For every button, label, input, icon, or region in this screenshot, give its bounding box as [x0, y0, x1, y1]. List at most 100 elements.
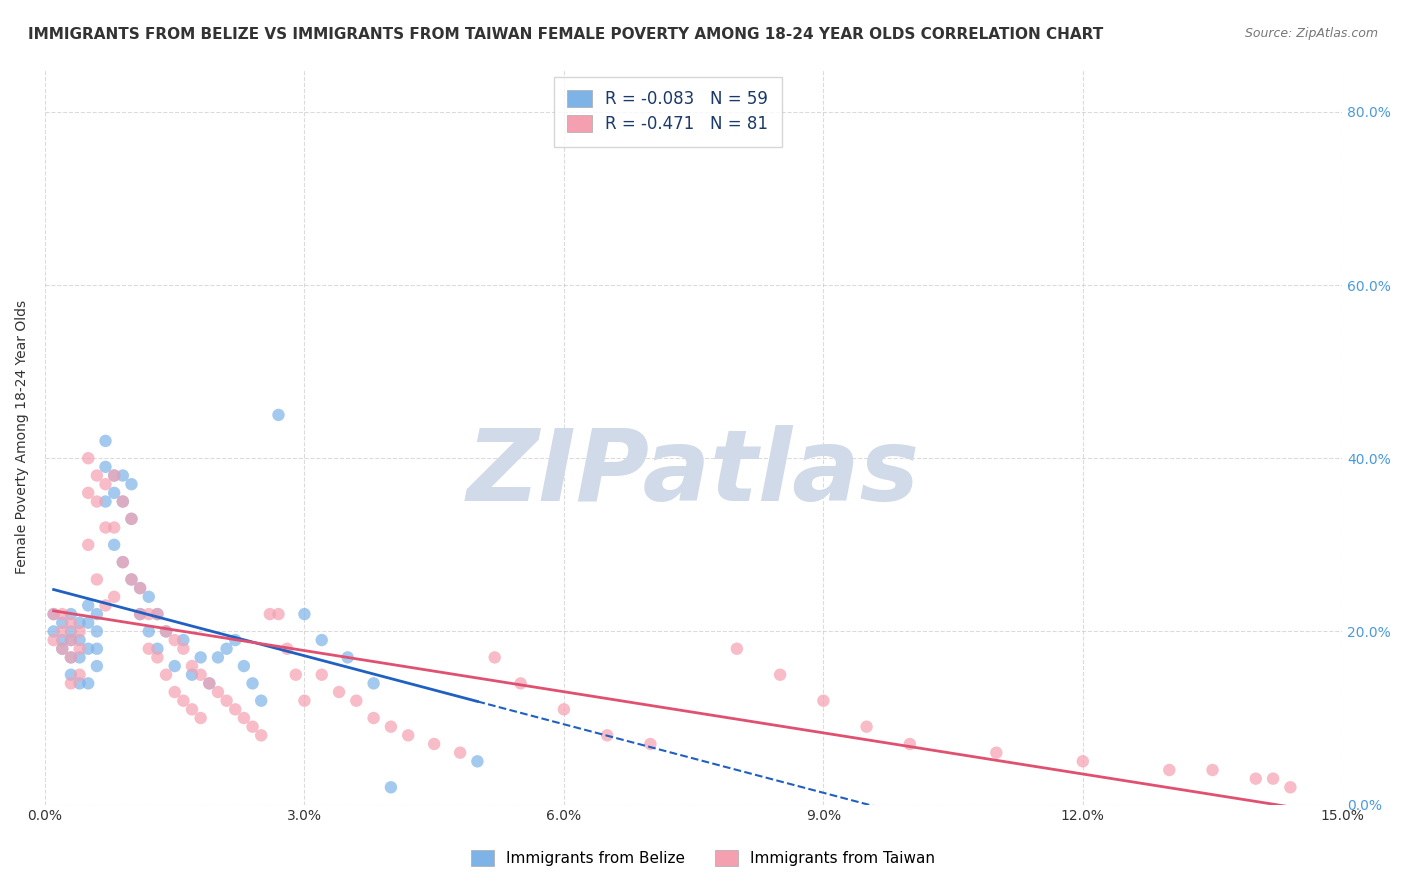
Point — [146, 641, 169, 656]
Point — [59, 607, 82, 621]
Point — [111, 555, 134, 569]
Point — [69, 615, 91, 630]
Point — [172, 694, 194, 708]
Point — [69, 641, 91, 656]
Point — [163, 685, 186, 699]
Point — [111, 494, 134, 508]
Point — [294, 607, 316, 621]
Point — [69, 650, 91, 665]
Point — [363, 711, 385, 725]
Point — [232, 711, 254, 725]
Point — [855, 720, 877, 734]
Point — [120, 573, 142, 587]
Point — [103, 468, 125, 483]
Point — [129, 581, 152, 595]
Point — [1071, 754, 1094, 768]
Point — [336, 650, 359, 665]
Point — [467, 754, 489, 768]
Point — [94, 434, 117, 448]
Point — [484, 650, 506, 665]
Point — [190, 667, 212, 681]
Point — [172, 641, 194, 656]
Text: ZIPatlas: ZIPatlas — [467, 425, 920, 522]
Point — [94, 494, 117, 508]
Point — [77, 615, 100, 630]
Point — [259, 607, 281, 621]
Point — [59, 667, 82, 681]
Point — [215, 641, 238, 656]
Point — [344, 694, 367, 708]
Point — [155, 667, 177, 681]
Point — [1279, 780, 1302, 795]
Point — [120, 512, 142, 526]
Point — [813, 694, 835, 708]
Point — [69, 633, 91, 648]
Point — [423, 737, 446, 751]
Point — [86, 573, 108, 587]
Point — [172, 633, 194, 648]
Legend: R = -0.083   N = 59, R = -0.471   N = 81: R = -0.083 N = 59, R = -0.471 N = 81 — [554, 77, 782, 146]
Point — [198, 676, 221, 690]
Point — [190, 711, 212, 725]
Point — [138, 624, 160, 639]
Point — [86, 624, 108, 639]
Point — [1244, 772, 1267, 786]
Point — [224, 633, 246, 648]
Point — [276, 641, 298, 656]
Point — [103, 520, 125, 534]
Point — [198, 676, 221, 690]
Point — [250, 694, 273, 708]
Point — [77, 451, 100, 466]
Point — [242, 676, 264, 690]
Point — [120, 573, 142, 587]
Point — [146, 650, 169, 665]
Point — [509, 676, 531, 690]
Point — [69, 667, 91, 681]
Point — [138, 641, 160, 656]
Point — [769, 667, 792, 681]
Point — [69, 676, 91, 690]
Point — [59, 633, 82, 648]
Point — [120, 512, 142, 526]
Point — [640, 737, 662, 751]
Point — [311, 633, 333, 648]
Point — [77, 641, 100, 656]
Point — [267, 607, 290, 621]
Point — [129, 607, 152, 621]
Point — [77, 538, 100, 552]
Point — [207, 650, 229, 665]
Point — [111, 494, 134, 508]
Point — [155, 624, 177, 639]
Point — [380, 720, 402, 734]
Point — [207, 685, 229, 699]
Point — [59, 650, 82, 665]
Point — [898, 737, 921, 751]
Point — [59, 624, 82, 639]
Point — [111, 468, 134, 483]
Point — [311, 667, 333, 681]
Point — [129, 607, 152, 621]
Point — [42, 607, 65, 621]
Point — [986, 746, 1008, 760]
Point — [103, 486, 125, 500]
Point — [129, 581, 152, 595]
Point — [250, 728, 273, 742]
Point — [396, 728, 419, 742]
Point — [86, 641, 108, 656]
Point — [51, 641, 73, 656]
Point — [86, 607, 108, 621]
Point — [103, 538, 125, 552]
Point — [155, 624, 177, 639]
Point — [86, 659, 108, 673]
Point — [163, 659, 186, 673]
Point — [284, 667, 307, 681]
Point — [42, 624, 65, 639]
Point — [86, 468, 108, 483]
Text: Source: ZipAtlas.com: Source: ZipAtlas.com — [1244, 27, 1378, 40]
Point — [267, 408, 290, 422]
Point — [77, 486, 100, 500]
Point — [77, 599, 100, 613]
Point — [51, 615, 73, 630]
Point — [725, 641, 748, 656]
Point — [94, 520, 117, 534]
